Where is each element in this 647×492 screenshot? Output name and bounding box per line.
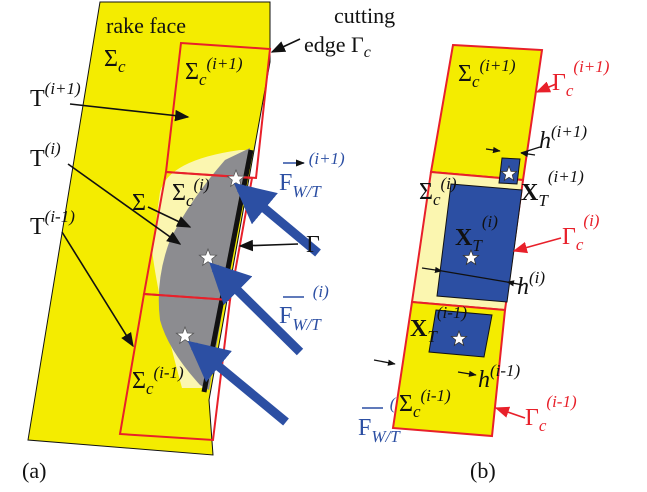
sigma-c-current-label: Σc(i) xyxy=(172,175,210,210)
h-next-arrow xyxy=(485,146,501,154)
b-sigma-c-previous-label: Σc(i-1) xyxy=(399,386,451,421)
b-x-previous-label: XT(i-1) xyxy=(410,303,467,346)
star-markers xyxy=(175,168,246,345)
b-gamma-previous-label: Γc(i-1) xyxy=(525,392,577,435)
h-next-arrow-back xyxy=(520,150,536,158)
rake-face-label: rake face xyxy=(106,13,186,38)
arrow-sigma xyxy=(147,206,192,228)
star-icon xyxy=(198,247,218,267)
panel-b: Σc(i+1) Σc(i) Σc(i-1) Γc(i+1) Γc(i) Γc(i… xyxy=(373,43,610,483)
b-h-current-label: h(i) xyxy=(517,268,545,300)
force-vector-bars xyxy=(283,159,383,409)
arrow-cutting-edge xyxy=(270,38,301,53)
arrow-gamma xyxy=(238,239,299,252)
gamma-current-arrow xyxy=(512,237,562,254)
T-next-label: T(i+1) xyxy=(30,79,81,112)
gamma-next-arrow xyxy=(535,81,557,93)
sigma-c-label: Σc xyxy=(104,46,126,76)
force-current-label: FW/T(i) xyxy=(279,282,329,334)
sigma-c-previous-label: Σc(i-1) xyxy=(132,363,184,398)
b-x-next-label: XT(i+1) xyxy=(521,167,584,210)
force-next-label: FW/T(i+1) xyxy=(279,149,345,201)
subdomain-box-next xyxy=(164,41,272,180)
h-current-arrow xyxy=(421,266,443,274)
worn-area xyxy=(158,148,250,390)
star-icon xyxy=(462,248,480,266)
gamma-label: Γ xyxy=(306,232,320,258)
star-icon xyxy=(226,168,246,188)
b-h-next-label: h(i+1) xyxy=(539,122,587,154)
b-sigma-c-next-label: Σc(i+1) xyxy=(458,56,516,91)
force-arrow-next xyxy=(233,182,321,257)
T-current-label: T(i) xyxy=(30,139,61,172)
cutting-edge-gamma-label: edge Γc xyxy=(304,32,371,61)
star-icon xyxy=(500,164,518,182)
force-arrow-previous xyxy=(187,340,289,426)
T-previous-label: T(i-1) xyxy=(30,207,75,240)
star-icon xyxy=(175,325,195,345)
gamma-previous-arrow xyxy=(494,406,526,419)
h-previous-arrow-back xyxy=(373,359,396,366)
h-next-leader xyxy=(520,146,541,154)
arrow-T-previous xyxy=(61,231,134,348)
star-icon xyxy=(450,329,468,347)
caption-a: (a) xyxy=(22,458,46,483)
cutting-edge-label: cutting xyxy=(334,3,395,28)
pointer-arrows xyxy=(61,38,301,348)
h-current-line xyxy=(441,270,508,283)
h-previous-arrow xyxy=(457,370,477,377)
b-h-previous-label: h(i-1) xyxy=(478,361,521,393)
force-arrows xyxy=(187,182,321,426)
h-current-arrow-back xyxy=(506,280,524,287)
b-sigma-c-current-label: Σc(i) xyxy=(419,174,457,209)
b-gamma-next-label: Γc(i+1) xyxy=(552,57,610,100)
contact-rect-current xyxy=(436,183,523,303)
b-gamma-current-label: Γc(i) xyxy=(562,211,600,254)
arrow-T-next xyxy=(69,103,190,122)
contact-rect-previous xyxy=(428,309,493,358)
sigma-label: Σ xyxy=(132,190,146,216)
caption-b: (b) xyxy=(470,458,496,483)
subdomain-box-previous xyxy=(118,292,232,442)
sigma-c-next-label: Σc(i+1) xyxy=(185,54,243,89)
panel-a: rake face Σc cutting edge Γc T(i+1) T(i)… xyxy=(22,1,420,483)
force-arrow-current xyxy=(209,262,304,356)
arrow-T-current xyxy=(67,163,182,245)
b-x-current-label: XT(i) xyxy=(455,212,498,255)
